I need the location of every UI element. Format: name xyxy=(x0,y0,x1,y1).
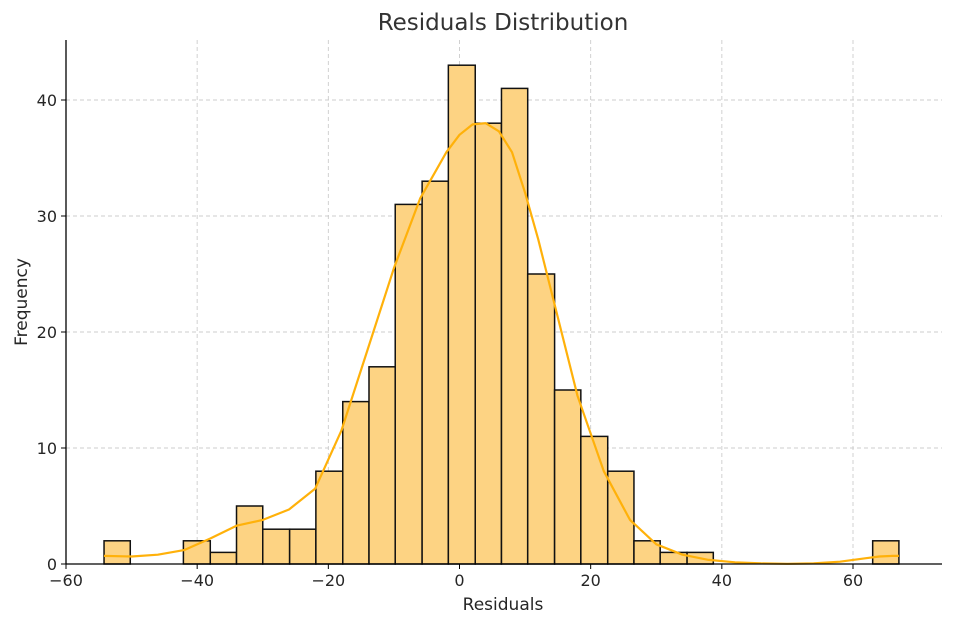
histogram-bar xyxy=(421,180,450,565)
chart-title: Residuals Distribution xyxy=(378,10,629,36)
axes xyxy=(65,40,942,565)
histogram-bar xyxy=(262,528,291,565)
histogram-bar xyxy=(871,540,900,565)
histogram-bar xyxy=(209,551,238,565)
x-tick-label: −20 xyxy=(311,571,345,590)
grid-lines xyxy=(65,40,942,565)
x-tick-label: 40 xyxy=(712,571,732,590)
histogram-bar xyxy=(394,203,423,565)
y-tick-label: 30 xyxy=(37,207,57,226)
histogram-bar xyxy=(368,366,396,565)
histogram-bar xyxy=(447,64,476,565)
y-axis-label: Frequency xyxy=(12,258,32,346)
histogram-bar xyxy=(103,540,132,565)
tick-labels: −60 −40 −20 0 20 40 60 0 10 20 30 40 xyxy=(37,91,864,590)
histogram-bar xyxy=(342,400,370,565)
x-tick-label: 20 xyxy=(580,571,600,590)
y-tick-label: 20 xyxy=(37,323,57,342)
histogram-bar xyxy=(315,470,344,565)
x-tick-label: 0 xyxy=(454,571,464,590)
y-tick-label: 10 xyxy=(37,439,57,458)
histogram-bar xyxy=(474,122,503,565)
histogram-bar xyxy=(526,273,556,565)
x-axis-label: Residuals xyxy=(463,595,544,615)
x-tick-label: −60 xyxy=(49,571,83,590)
y-tick-label: 40 xyxy=(37,91,57,110)
histogram-bar xyxy=(235,505,264,565)
histogram-bar xyxy=(553,389,582,565)
histogram-bar xyxy=(500,87,529,565)
x-tick-label: −40 xyxy=(180,571,214,590)
histogram-bar xyxy=(288,528,317,565)
histogram-bar xyxy=(580,435,609,565)
histogram-bars xyxy=(103,64,900,565)
x-tick-label: 60 xyxy=(843,571,863,590)
y-tick-label: 0 xyxy=(47,555,57,574)
